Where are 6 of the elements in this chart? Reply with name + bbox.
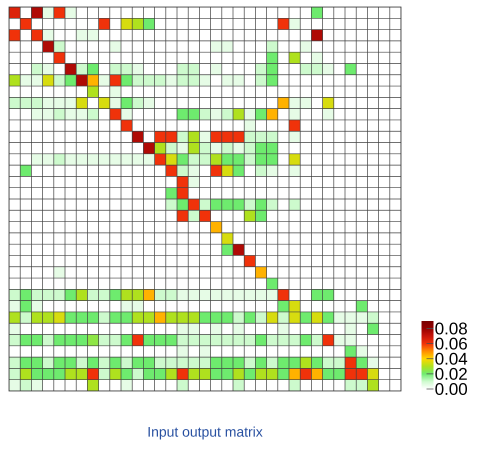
color-bar-label: 0.04 [435, 352, 468, 365]
color-bar-label: 0.02 [435, 368, 467, 380]
text: Input output matrix [148, 426, 263, 440]
color-bar-label: 0.00 [435, 382, 468, 395]
color-bar-label: 0.08 [435, 322, 467, 335]
color-bar-label: 0.06 [435, 338, 467, 350]
